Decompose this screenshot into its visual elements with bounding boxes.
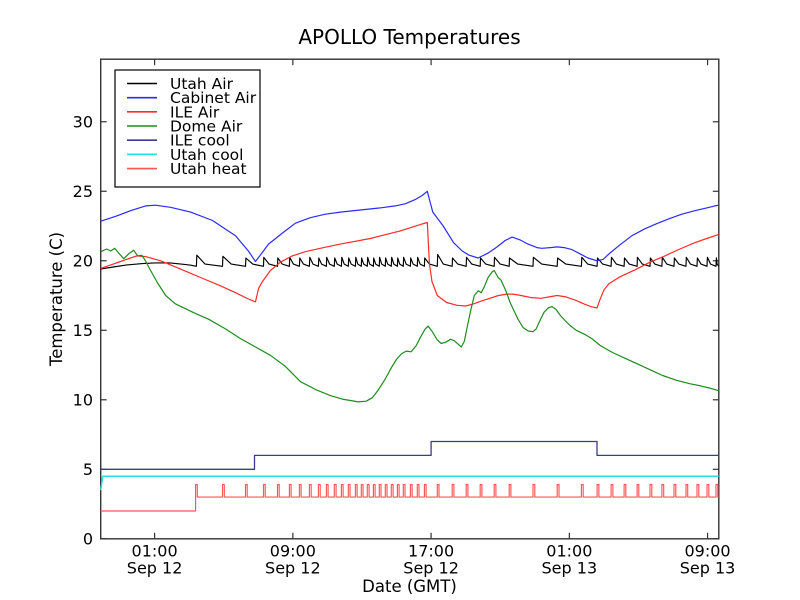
series-dome-air — [100, 247, 719, 403]
legend-label-cabinet-air: Cabinet Air — [170, 89, 257, 107]
x-tick-label-time: 01:00 — [546, 542, 592, 561]
legend-label-ile-air: ILE Air — [170, 103, 220, 121]
series-utah-air — [100, 253, 720, 270]
legend-label-utah-air: Utah Air — [170, 75, 234, 93]
chart-title: APOLLO Temperatures — [298, 25, 520, 49]
y-tick-label: 5 — [83, 460, 93, 479]
y-tick-label: 15 — [73, 321, 93, 340]
x-tick-label-date: Sep 13 — [680, 559, 736, 578]
legend-label-dome-air: Dome Air — [170, 118, 243, 136]
y-tick-label: 20 — [73, 251, 93, 270]
legend-label-utah-heat: Utah heat — [170, 160, 247, 178]
y-tick-label: 25 — [73, 182, 93, 201]
series-ile-air — [100, 221, 719, 309]
x-tick-label-date: Sep 12 — [265, 559, 321, 578]
series-utah-cool — [99, 475, 719, 491]
x-axis-label: Date (GMT) — [362, 577, 457, 596]
series-utah-heat — [100, 484, 719, 512]
legend-box — [114, 69, 261, 188]
y-tick-label: 10 — [73, 390, 93, 409]
x-tick-label-date: Sep 12 — [127, 559, 183, 578]
series-lines — [99, 190, 720, 512]
x-tick-label-time: 09:00 — [270, 542, 316, 561]
x-tick-label-date: Sep 12 — [403, 559, 459, 578]
series-ile-cool — [100, 440, 719, 470]
legend-label-utah-cool: Utah cool — [170, 146, 243, 164]
y-axis-label: Temperature (C) — [47, 232, 66, 367]
series-cabinet-air — [100, 190, 719, 263]
legend-label-ile-cool: ILE cool — [170, 132, 230, 150]
axes-spines — [99, 58, 720, 540]
y-tick-label: 30 — [73, 112, 93, 131]
x-tick-label-time: 17:00 — [408, 542, 454, 561]
x-tick-label-date: Sep 13 — [542, 559, 598, 578]
y-tick-label: 0 — [83, 529, 93, 548]
x-tick-label-time: 01:00 — [132, 542, 178, 561]
x-tick-label-time: 09:00 — [685, 542, 731, 561]
